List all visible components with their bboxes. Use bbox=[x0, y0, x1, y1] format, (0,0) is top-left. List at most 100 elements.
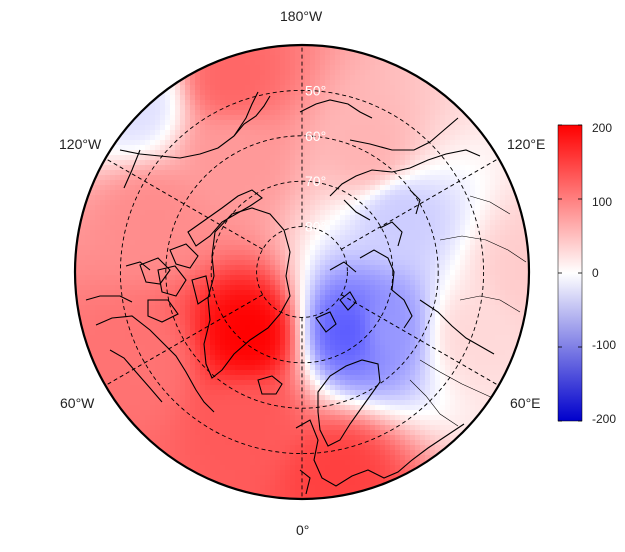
field-cell bbox=[335, 330, 341, 336]
field-cell bbox=[260, 345, 266, 351]
field-cell bbox=[485, 205, 491, 211]
field-cell bbox=[135, 305, 141, 311]
field-cell bbox=[295, 285, 301, 291]
field-cell bbox=[310, 255, 316, 261]
field-cell bbox=[470, 335, 476, 341]
field-cell bbox=[205, 135, 211, 141]
field-cell bbox=[250, 360, 256, 366]
field-cell bbox=[135, 120, 141, 126]
field-cell bbox=[395, 165, 401, 171]
field-cell bbox=[145, 245, 151, 251]
field-cell bbox=[225, 165, 231, 171]
field-cell bbox=[485, 230, 491, 236]
field-cell bbox=[335, 105, 341, 111]
field-cell bbox=[465, 295, 471, 301]
field-cell bbox=[280, 100, 286, 106]
field-cell bbox=[350, 330, 356, 336]
field-cell bbox=[245, 215, 251, 221]
field-cell bbox=[160, 165, 166, 171]
field-cell bbox=[470, 135, 476, 141]
field-cell bbox=[425, 330, 431, 336]
field-cell bbox=[325, 305, 331, 311]
field-cell bbox=[295, 280, 301, 286]
field-cell bbox=[485, 145, 491, 151]
field-cell bbox=[290, 150, 296, 156]
field-cell bbox=[375, 105, 381, 111]
field-cell bbox=[380, 325, 386, 331]
field-cell bbox=[455, 185, 461, 191]
field-cell bbox=[370, 120, 376, 126]
field-cell bbox=[305, 245, 311, 251]
field-cell bbox=[110, 215, 116, 221]
field-cell bbox=[115, 285, 121, 291]
field-cell bbox=[390, 175, 396, 181]
field-cell bbox=[380, 225, 386, 231]
field-cell bbox=[265, 65, 271, 71]
field-cell bbox=[525, 280, 529, 286]
field-cell bbox=[460, 265, 466, 271]
field-cell bbox=[280, 350, 286, 356]
field-cell bbox=[380, 250, 386, 256]
field-cell bbox=[270, 65, 276, 71]
field-cell bbox=[295, 355, 301, 361]
field-cell bbox=[365, 325, 371, 331]
field-cell bbox=[340, 230, 346, 236]
field-cell bbox=[155, 260, 161, 266]
field-cell bbox=[135, 265, 141, 271]
field-cell bbox=[370, 90, 376, 96]
field-cell bbox=[140, 125, 146, 131]
field-cell bbox=[110, 360, 116, 366]
field-cell bbox=[300, 120, 306, 126]
field-cell bbox=[220, 140, 226, 146]
field-cell bbox=[280, 190, 286, 196]
field-cell bbox=[380, 170, 386, 176]
field-cell bbox=[150, 180, 156, 186]
field-cell bbox=[155, 145, 161, 151]
field-cell bbox=[420, 275, 426, 281]
field-cell bbox=[475, 160, 481, 166]
field-cell bbox=[105, 190, 111, 196]
field-cell bbox=[95, 260, 101, 266]
field-cell bbox=[140, 315, 146, 321]
field-cell bbox=[275, 90, 281, 96]
field-cell bbox=[470, 205, 476, 211]
field-cell bbox=[505, 200, 511, 206]
field-cell bbox=[395, 155, 401, 161]
field-cell bbox=[345, 245, 351, 251]
field-cell bbox=[280, 70, 286, 76]
field-cell bbox=[330, 120, 336, 126]
field-cell bbox=[320, 255, 326, 261]
field-cell bbox=[310, 290, 316, 296]
field-cell bbox=[190, 150, 196, 156]
field-cell bbox=[440, 150, 446, 156]
field-cell bbox=[410, 100, 416, 106]
field-cell bbox=[330, 330, 336, 336]
field-cell bbox=[275, 140, 281, 146]
field-cell bbox=[135, 325, 141, 331]
field-cell bbox=[360, 190, 366, 196]
field-cell bbox=[240, 275, 246, 281]
field-cell bbox=[425, 180, 431, 186]
field-cell bbox=[465, 135, 471, 141]
field-cell bbox=[210, 140, 216, 146]
field-cell bbox=[215, 255, 221, 261]
field-cell bbox=[165, 115, 171, 121]
field-cell bbox=[430, 305, 436, 311]
field-cell bbox=[180, 125, 186, 131]
field-cell bbox=[315, 80, 321, 86]
field-cell bbox=[275, 110, 281, 116]
field-cell bbox=[455, 180, 461, 186]
field-cell bbox=[450, 245, 456, 251]
field-cell bbox=[395, 175, 401, 181]
field-cell bbox=[395, 145, 401, 151]
field-cell bbox=[205, 80, 211, 86]
field-cell bbox=[215, 150, 221, 156]
field-cell bbox=[400, 310, 406, 316]
field-cell bbox=[270, 280, 276, 286]
field-cell bbox=[245, 305, 251, 311]
field-cell bbox=[160, 200, 166, 206]
field-cell bbox=[210, 155, 216, 161]
field-cell bbox=[340, 220, 346, 226]
field-cell bbox=[240, 270, 246, 276]
field-cell bbox=[495, 225, 501, 231]
